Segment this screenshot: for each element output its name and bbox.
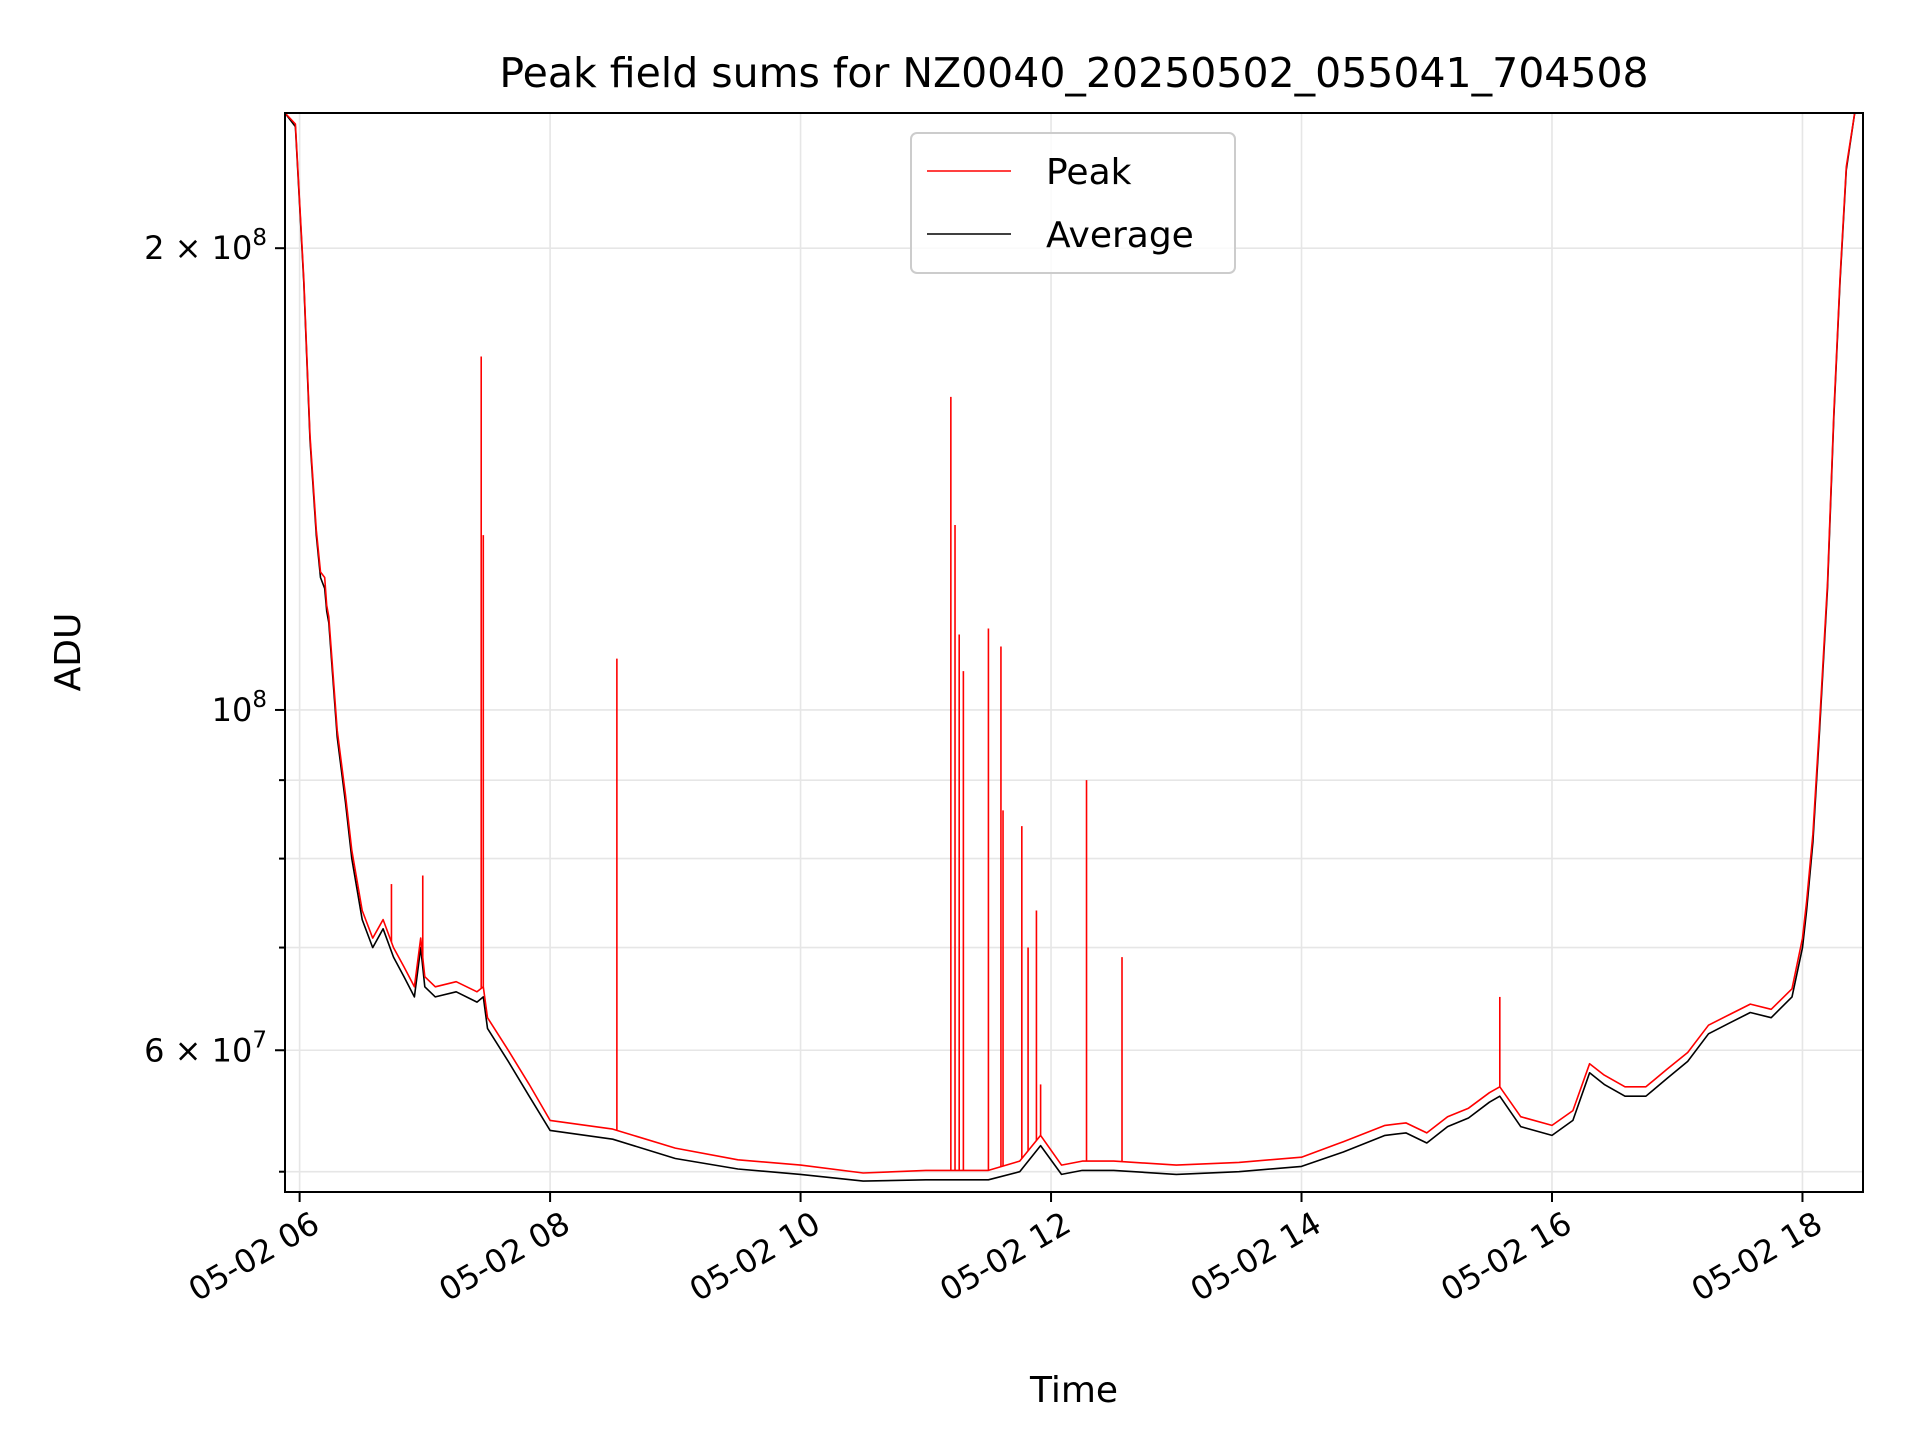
series-average — [285, 113, 1863, 1182]
y-axis-label: ADU — [48, 613, 89, 692]
y-tick-label: 2 × 108 — [144, 225, 267, 267]
peak-line — [285, 113, 1863, 1174]
legend: Peak Average — [910, 132, 1236, 274]
y-axis: 2 × 108 108 6 × 107 — [144, 225, 285, 1173]
average-line — [285, 113, 1863, 1182]
chart-title: Peak field sums for NZ0040_20250502_0550… — [499, 49, 1648, 97]
legend-box — [910, 132, 1236, 274]
legend-label-peak: Peak — [1046, 152, 1132, 193]
y-tick-label: 108 — [212, 687, 267, 729]
plot-frame — [284, 112, 1864, 1193]
legend-label-average: Average — [1046, 215, 1194, 256]
x-axis-label: Time — [1029, 1370, 1118, 1411]
y-tick-label: 6 × 107 — [144, 1027, 267, 1069]
series-peak — [285, 113, 1863, 1174]
